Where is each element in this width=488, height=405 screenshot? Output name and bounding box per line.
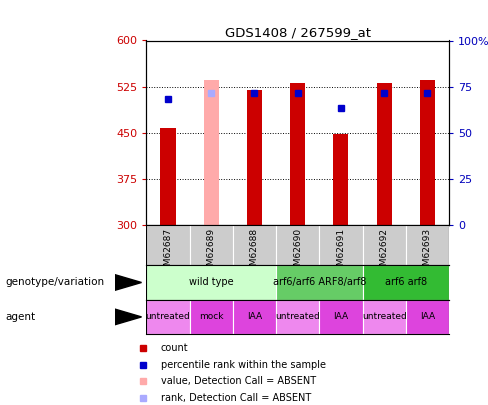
- Text: GSM62689: GSM62689: [207, 228, 216, 277]
- Text: GSM62687: GSM62687: [163, 228, 173, 277]
- Text: GSM62691: GSM62691: [336, 228, 346, 277]
- Polygon shape: [115, 309, 142, 325]
- Text: percentile rank within the sample: percentile rank within the sample: [161, 360, 325, 369]
- Text: GSM62690: GSM62690: [293, 228, 302, 277]
- Bar: [406, 225, 449, 265]
- Bar: [363, 265, 449, 300]
- Text: GSM62692: GSM62692: [380, 228, 388, 277]
- Text: untreated: untreated: [275, 312, 320, 322]
- Bar: [276, 300, 319, 334]
- Bar: [363, 225, 406, 265]
- Text: GSM62688: GSM62688: [250, 228, 259, 277]
- Text: agent: agent: [5, 312, 35, 322]
- Bar: [319, 300, 363, 334]
- Bar: [146, 265, 276, 300]
- Bar: [420, 81, 435, 225]
- Bar: [146, 300, 190, 334]
- Polygon shape: [115, 275, 142, 290]
- Bar: [190, 300, 233, 334]
- Bar: [290, 83, 305, 225]
- Bar: [203, 81, 219, 225]
- Text: GSM62693: GSM62693: [423, 228, 432, 277]
- Text: untreated: untreated: [362, 312, 407, 322]
- Bar: [377, 83, 392, 225]
- Text: value, Detection Call = ABSENT: value, Detection Call = ABSENT: [161, 376, 316, 386]
- Bar: [333, 134, 348, 225]
- Bar: [247, 90, 262, 225]
- Text: mock: mock: [199, 312, 224, 322]
- Bar: [319, 225, 363, 265]
- Bar: [233, 225, 276, 265]
- Text: IAA: IAA: [247, 312, 262, 322]
- Text: IAA: IAA: [420, 312, 435, 322]
- Text: count: count: [161, 343, 188, 353]
- Text: rank, Detection Call = ABSENT: rank, Detection Call = ABSENT: [161, 393, 311, 403]
- Bar: [363, 300, 406, 334]
- Text: arf6 arf8: arf6 arf8: [385, 277, 427, 288]
- Bar: [146, 225, 190, 265]
- Bar: [161, 128, 176, 225]
- Text: untreated: untreated: [145, 312, 190, 322]
- Text: IAA: IAA: [333, 312, 348, 322]
- Bar: [233, 300, 276, 334]
- Bar: [276, 265, 363, 300]
- Text: genotype/variation: genotype/variation: [5, 277, 104, 288]
- Bar: [406, 300, 449, 334]
- Title: GDS1408 / 267599_at: GDS1408 / 267599_at: [224, 26, 371, 39]
- Bar: [190, 225, 233, 265]
- Text: wild type: wild type: [189, 277, 234, 288]
- Bar: [276, 225, 319, 265]
- Text: arf6/arf6 ARF8/arf8: arf6/arf6 ARF8/arf8: [273, 277, 366, 288]
